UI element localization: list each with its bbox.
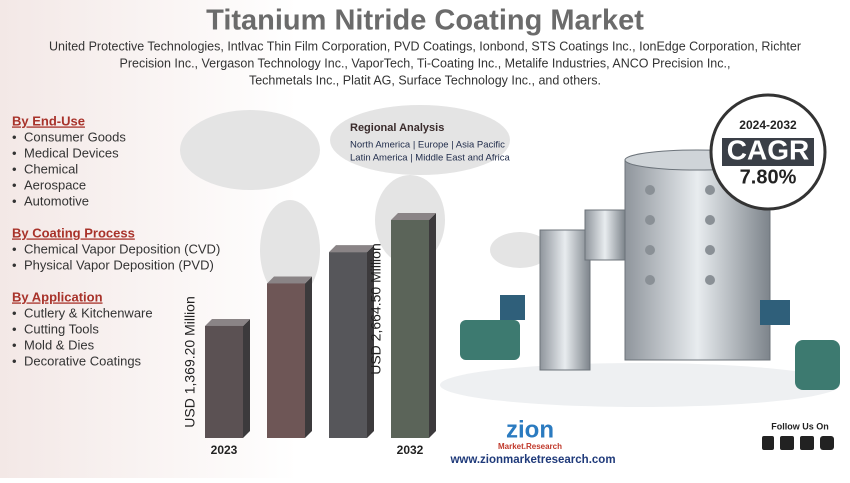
bullet: • — [12, 305, 17, 320]
bar — [391, 220, 429, 438]
bullet: • — [12, 337, 17, 352]
segment-title: By End-Use — [12, 113, 85, 128]
segment-item: Mold & Dies — [24, 337, 95, 352]
machine-illustration — [440, 149, 840, 407]
title: Titanium Nitride Coating Market — [206, 5, 644, 37]
bar — [205, 325, 243, 438]
segment-title: By Application — [12, 289, 103, 304]
social-icons[interactable] — [762, 436, 834, 450]
cagr-value: 7.80% — [740, 166, 797, 188]
value-label: USD 2,664.50 Million — [368, 243, 384, 375]
bullet: • — [12, 257, 17, 272]
bullet: • — [12, 193, 17, 208]
cagr-period: 2024-2032 — [739, 118, 797, 132]
bullet: • — [12, 177, 17, 192]
segment-item: Decorative Coatings — [24, 353, 142, 368]
bar — [267, 283, 305, 438]
segment-item: Cutting Tools — [24, 321, 99, 336]
bar-top — [205, 318, 250, 326]
regional-line: North America | Europe | Asia Pacific — [350, 140, 505, 151]
twitter-icon[interactable] — [780, 436, 794, 450]
bullet: • — [12, 321, 17, 336]
segment-item: Physical Vapor Deposition (PVD) — [24, 257, 214, 272]
segment-item: Consumer Goods — [24, 129, 126, 144]
x-tick-label: 2032 — [397, 443, 424, 457]
segment-item: Chemical — [24, 161, 78, 176]
bullet: • — [12, 129, 17, 144]
bullet: • — [12, 353, 17, 368]
world-map — [180, 105, 550, 300]
value-label: USD 1,369.20 Million — [182, 296, 198, 428]
regional-line: Latin America | Middle East and Africa — [350, 153, 511, 164]
bar-side — [305, 276, 312, 438]
bar-side — [429, 213, 436, 438]
follow-label: Follow Us On — [771, 421, 829, 431]
bar — [329, 252, 367, 438]
regional-title: Regional Analysis — [350, 122, 444, 134]
company-line: United Protective Technologies, Intlvac … — [49, 39, 801, 53]
website: www.zionmarketresearch.com — [449, 454, 615, 466]
cagr-label: CAGR — [727, 134, 809, 165]
segment-item: Medical Devices — [24, 145, 119, 160]
cagr-badge: 2024-2032 CAGR 7.80% — [709, 93, 827, 211]
segment-item: Chemical Vapor Deposition (CVD) — [24, 241, 220, 256]
company-line: Precision Inc., Vergason Technology Inc.… — [120, 56, 731, 70]
bullet: • — [12, 145, 17, 160]
bar-side — [243, 318, 250, 438]
segment-item: Cutlery & Kitchenware — [24, 305, 153, 320]
bullet: • — [12, 161, 17, 176]
bar-top — [267, 276, 312, 284]
logo-sub: Market.Research — [498, 442, 562, 451]
bullet: • — [12, 241, 17, 256]
bar-top — [391, 213, 436, 220]
segment-item: Automotive — [24, 193, 89, 208]
company-line: Techmetals Inc., Platit AG, Surface Tech… — [249, 73, 601, 87]
bar-top — [329, 245, 374, 253]
x-tick-label: 2023 — [211, 443, 238, 457]
segment-title: By Coating Process — [12, 225, 135, 240]
segment-item: Aerospace — [24, 177, 86, 192]
instagram-icon[interactable] — [820, 436, 834, 450]
facebook-icon[interactable] — [762, 436, 774, 450]
linkedin-icon[interactable] — [800, 436, 814, 450]
bar-side — [367, 245, 374, 438]
logo: zion — [506, 416, 554, 443]
